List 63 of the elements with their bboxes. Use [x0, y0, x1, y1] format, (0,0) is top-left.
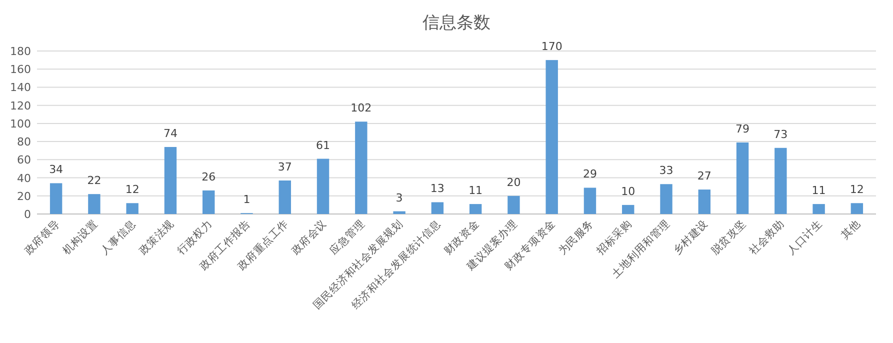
- x-tick-label: 机构设置: [60, 218, 100, 258]
- bar: [355, 122, 368, 214]
- bar: [316, 158, 330, 214]
- bar: [431, 202, 444, 214]
- x-tick-label: 人口计生: [784, 216, 825, 258]
- bar: [622, 204, 634, 214]
- y-tick-label: 180: [10, 45, 31, 58]
- x-tick-label: 政府会议: [288, 216, 330, 258]
- data-label: 12: [850, 183, 864, 196]
- x-tick-label: 其他: [838, 216, 864, 242]
- data-label: 26: [202, 170, 216, 184]
- bar: [850, 203, 864, 214]
- data-label: 102: [350, 102, 372, 115]
- y-tick-label: 120: [10, 99, 31, 112]
- x-tick-label: 政策法规: [136, 216, 177, 258]
- x-tick-label: 社会救助: [746, 216, 787, 258]
- bar: [50, 183, 62, 214]
- x-tick-label: 人事信息: [98, 216, 138, 258]
- data-label: 33: [659, 164, 674, 178]
- bar: [469, 204, 482, 214]
- y-tick-label: 160: [10, 63, 31, 76]
- bar: [698, 190, 710, 214]
- data-label: 1: [243, 193, 250, 206]
- data-label: 61: [316, 138, 330, 152]
- bar: [546, 60, 558, 214]
- data-label: 170: [541, 40, 562, 54]
- bar: [660, 184, 672, 214]
- data-label: 11: [812, 184, 826, 198]
- x-tick-label: 乡村建设: [670, 216, 711, 258]
- bar: [774, 148, 787, 214]
- data-label: 3: [396, 191, 403, 204]
- data-label: 20: [506, 176, 521, 189]
- bar: [584, 188, 596, 214]
- bar: [202, 190, 215, 214]
- bar: [812, 204, 825, 214]
- data-label: 12: [125, 183, 140, 196]
- bar: [393, 211, 406, 214]
- bar: [508, 196, 520, 214]
- data-label: 10: [621, 184, 636, 198]
- y-tick-label: 100: [10, 117, 31, 130]
- data-label: 27: [697, 170, 712, 183]
- data-label: 34: [49, 163, 64, 176]
- x-tick-label: 脱贫攻坚: [708, 216, 749, 258]
- y-tick-label: 140: [10, 81, 31, 94]
- data-label: 22: [87, 174, 102, 188]
- data-label: 11: [468, 184, 483, 198]
- x-tick-label: 为民服务: [556, 216, 596, 258]
- y-tick-label: 60: [17, 154, 31, 167]
- chart-title: 信息条数: [422, 13, 490, 33]
- y-tick-label: 40: [17, 172, 31, 185]
- y-tick-label: 20: [17, 190, 31, 203]
- data-label: 29: [582, 168, 597, 181]
- data-label: 13: [430, 182, 444, 196]
- data-label: 74: [163, 126, 178, 140]
- data-label: 79: [736, 122, 750, 136]
- bar: [736, 142, 749, 214]
- bar: [126, 203, 138, 214]
- bar: [164, 146, 177, 214]
- data-label: 73: [774, 128, 788, 141]
- data-label: 37: [278, 160, 292, 174]
- bar: [278, 180, 291, 214]
- y-tick-label: 80: [17, 136, 31, 149]
- bar: [88, 194, 100, 214]
